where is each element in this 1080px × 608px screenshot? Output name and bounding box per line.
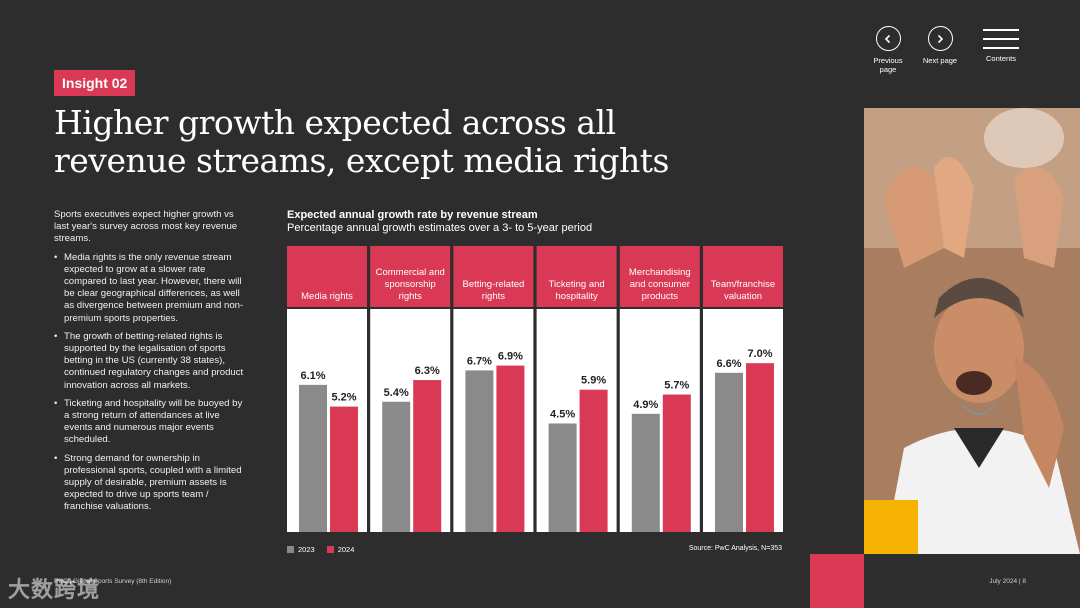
- next-page-button[interactable]: Next page: [922, 26, 958, 65]
- previous-page-label: Previous page: [873, 56, 903, 74]
- chevron-left-icon: [875, 26, 901, 51]
- bar-2024: [413, 380, 442, 532]
- body-bullet: Ticketing and hospitality will be buoyed…: [54, 398, 246, 447]
- celebrating-fan-photo: [864, 108, 1080, 554]
- contents-label: Contents: [985, 54, 1017, 63]
- legend-item-2024: 2024: [326, 545, 355, 554]
- watermark-logo: 大数跨境: [8, 577, 101, 602]
- chart-source: Source: PwC Analysis, N=353: [688, 545, 782, 552]
- category-label: Team/franchise valuation: [711, 279, 775, 302]
- data-label-2023: 4.5%: [550, 408, 575, 420]
- legend-label-2023: 2023: [298, 545, 315, 554]
- next-page-label: Next page: [922, 56, 958, 65]
- body-bullet: The growth of betting-related rights is …: [54, 331, 246, 392]
- category-header: [619, 246, 700, 307]
- chart-subtitle: Percentage annual growth estimates over …: [287, 222, 593, 234]
- data-label-2024: 5.9%: [581, 375, 606, 387]
- footer-page-number: July 2024 | 8: [989, 578, 1026, 585]
- bar-2024: [746, 363, 774, 532]
- data-label-2024: 6.3%: [415, 365, 440, 377]
- menu-icon: [983, 29, 1019, 49]
- category-header: [453, 246, 534, 307]
- category-header: [287, 246, 367, 307]
- chart-legend: 2023 2024: [287, 545, 354, 554]
- page-title: Higher growth expected across all revenu…: [54, 103, 669, 180]
- bar-2023: [631, 413, 660, 532]
- category-label: Merchandising and consumer products: [629, 267, 691, 302]
- decorative-red-block: [810, 554, 864, 608]
- data-label-2024: 5.7%: [664, 380, 689, 392]
- bar-2023: [382, 401, 411, 532]
- legend-label-2024: 2024: [337, 545, 355, 554]
- body-bullet-list: Media rights is the only revenue stream …: [54, 252, 246, 514]
- bar-2023: [715, 372, 743, 532]
- data-label-2023: 5.4%: [384, 387, 409, 399]
- category-header: [703, 246, 783, 307]
- bar-2024: [662, 394, 691, 532]
- chart-title: Expected annual growth rate by revenue s…: [287, 209, 538, 221]
- data-label-2023: 6.1%: [300, 370, 325, 382]
- data-label-2024: 6.9%: [498, 351, 523, 363]
- data-label-2023: 6.6%: [716, 358, 741, 370]
- body-bullet: Strong demand for ownership in professio…: [54, 453, 246, 514]
- bar-2024: [330, 406, 358, 532]
- body-bullet: Media rights is the only revenue stream …: [54, 252, 246, 325]
- category-header: [370, 246, 451, 307]
- decorative-yellow-block: [864, 500, 918, 554]
- data-label-2023: 4.9%: [633, 399, 658, 411]
- chevron-right-icon: [927, 26, 953, 51]
- category-label: Media rights: [301, 291, 353, 302]
- category-label: Betting-related rights: [463, 279, 525, 302]
- insight-tag: Insight 02: [54, 70, 136, 96]
- body-text: Sports executives expect higher growth v…: [54, 209, 246, 520]
- data-label-2024: 7.0%: [747, 348, 772, 360]
- bar-2023: [299, 384, 327, 532]
- bar-2023: [465, 370, 494, 532]
- bar-2023: [548, 423, 577, 532]
- category-header: [536, 246, 617, 307]
- legend-swatch-2023: [287, 546, 294, 553]
- bar-2024: [579, 389, 608, 532]
- top-navigation: Previous page Next page Contents: [870, 26, 1026, 74]
- legend-swatch-2024: [326, 546, 334, 553]
- previous-page-button[interactable]: Previous page: [870, 26, 906, 74]
- legend-item-2023: 2023: [287, 545, 315, 554]
- data-label-2023: 6.7%: [467, 355, 492, 367]
- category-label: Ticketing and hospitality: [549, 279, 605, 302]
- data-label-2024: 5.2%: [331, 392, 356, 404]
- footer-publication: PwC | Global Sports Survey (8th Edition): [54, 578, 172, 585]
- body-intro: Sports executives expect higher growth v…: [54, 209, 238, 245]
- contents-button[interactable]: Contents: [976, 26, 1026, 63]
- growth-bar-chart: Media rights 6.1% 5.2% Commercial and sponso…: [287, 246, 783, 532]
- bar-2024: [496, 365, 525, 532]
- category-label: Commercial and sponsorship rights: [376, 267, 445, 302]
